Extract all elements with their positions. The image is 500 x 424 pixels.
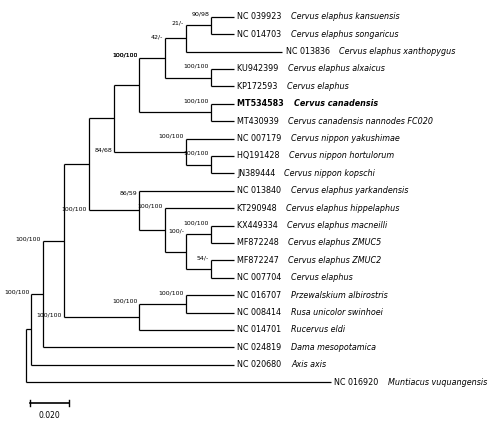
Text: Cervus elaphus hippelaphus: Cervus elaphus hippelaphus — [286, 204, 399, 213]
Text: 100/100: 100/100 — [184, 151, 209, 156]
Text: 100/100: 100/100 — [184, 64, 209, 69]
Text: 54/-: 54/- — [197, 255, 209, 260]
Text: NC 007179: NC 007179 — [238, 134, 284, 143]
Text: Cervus elaphus ZMUC2: Cervus elaphus ZMUC2 — [288, 256, 382, 265]
Text: NC 016920: NC 016920 — [334, 378, 381, 387]
Text: NC 014703: NC 014703 — [238, 30, 284, 39]
Text: Cervus elaphus xanthopygus: Cervus elaphus xanthopygus — [339, 47, 456, 56]
Text: 100/-: 100/- — [168, 229, 184, 233]
Text: NC 039923: NC 039923 — [238, 12, 284, 21]
Text: Cervus canadensis: Cervus canadensis — [294, 99, 378, 108]
Text: Cervus nippon kopschi: Cervus nippon kopschi — [284, 169, 375, 178]
Text: Cervus elaphus: Cervus elaphus — [286, 82, 348, 91]
Text: Cervus canadensis nannodes FC020: Cervus canadensis nannodes FC020 — [288, 117, 434, 126]
Text: Cervus elaphus songaricus: Cervus elaphus songaricus — [291, 30, 399, 39]
Text: Cervus elaphus kansuensis: Cervus elaphus kansuensis — [291, 12, 400, 21]
Text: 100/100: 100/100 — [112, 52, 138, 57]
Text: NC 014701: NC 014701 — [238, 326, 284, 335]
Text: Przewalskium albirostris: Przewalskium albirostris — [291, 291, 388, 300]
Text: NC 013836: NC 013836 — [286, 47, 332, 56]
Text: NC 020680: NC 020680 — [238, 360, 284, 369]
Text: 100/100: 100/100 — [62, 206, 87, 211]
Text: MT430939: MT430939 — [238, 117, 282, 126]
Text: 90/98: 90/98 — [191, 12, 209, 17]
Text: JN389444: JN389444 — [238, 169, 278, 178]
Text: Cervus elaphus: Cervus elaphus — [291, 273, 353, 282]
Text: KP172593: KP172593 — [238, 82, 280, 91]
Text: 100/100: 100/100 — [184, 99, 209, 104]
Text: 0.020: 0.020 — [38, 411, 60, 420]
Text: 86/59: 86/59 — [120, 191, 138, 196]
Text: NC 016707: NC 016707 — [238, 291, 284, 300]
Text: KU942399: KU942399 — [238, 64, 281, 73]
Text: Cervus nippon hortulorum: Cervus nippon hortulorum — [289, 151, 394, 160]
Text: 84/68: 84/68 — [94, 148, 112, 153]
Text: 100/100: 100/100 — [184, 220, 209, 226]
Text: MT534583: MT534583 — [238, 99, 287, 108]
Text: Cervus elaphus ZMUC5: Cervus elaphus ZMUC5 — [288, 238, 382, 248]
Text: Axis axis: Axis axis — [291, 360, 326, 369]
Text: 100/100: 100/100 — [158, 134, 184, 139]
Text: 42/-: 42/- — [150, 34, 163, 39]
Text: NC 024819: NC 024819 — [238, 343, 284, 352]
Text: Dama mesopotamica: Dama mesopotamica — [291, 343, 376, 352]
Text: 100/100: 100/100 — [158, 290, 184, 295]
Text: 100/100: 100/100 — [36, 313, 62, 318]
Text: Rusa unicolor swinhoei: Rusa unicolor swinhoei — [291, 308, 382, 317]
Text: MF872247: MF872247 — [238, 256, 282, 265]
Text: 100/100: 100/100 — [138, 203, 163, 208]
Text: NC 008414: NC 008414 — [238, 308, 284, 317]
Text: MF872248: MF872248 — [238, 238, 282, 248]
Text: KT290948: KT290948 — [238, 204, 280, 213]
Text: 100/100: 100/100 — [4, 290, 30, 295]
Text: Cervus elaphus macneilli: Cervus elaphus macneilli — [287, 221, 388, 230]
Text: KX449334: KX449334 — [238, 221, 281, 230]
Text: Cervus nippon yakushimae: Cervus nippon yakushimae — [291, 134, 400, 143]
Text: Cervus elaphus alxaicus: Cervus elaphus alxaicus — [288, 64, 384, 73]
Text: NC 007704: NC 007704 — [238, 273, 284, 282]
Text: 100/100: 100/100 — [112, 298, 138, 303]
Text: Cervus elaphus yarkandensis: Cervus elaphus yarkandensis — [291, 186, 408, 195]
Text: 100/100: 100/100 — [112, 52, 138, 57]
Text: 100/100: 100/100 — [16, 237, 41, 242]
Text: Muntiacus vuquangensis: Muntiacus vuquangensis — [388, 378, 487, 387]
Text: NC 013840: NC 013840 — [238, 186, 284, 195]
Text: Rucervus eldi: Rucervus eldi — [291, 326, 345, 335]
Text: HQ191428: HQ191428 — [238, 151, 282, 160]
Text: 21/-: 21/- — [172, 20, 184, 25]
